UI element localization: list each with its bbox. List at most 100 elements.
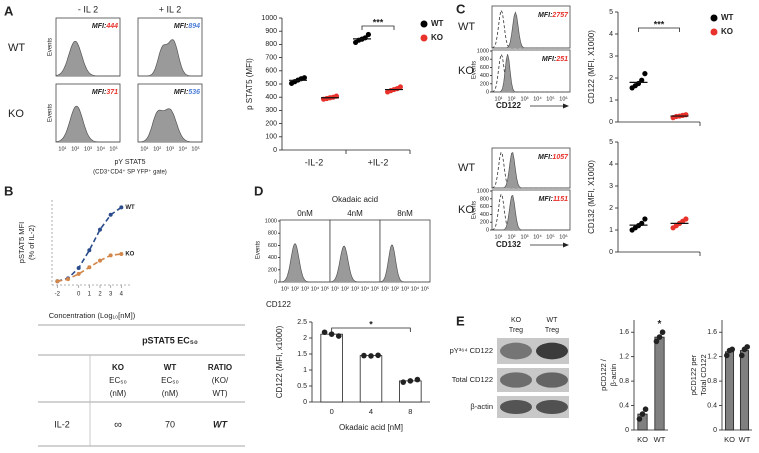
- bar: [359, 355, 383, 403]
- histogram-x-tick-label: 10³: [401, 286, 409, 292]
- legend-marker: [710, 28, 718, 36]
- histogram-curve: [329, 245, 380, 283]
- histogram-y-tick-label: 600: [268, 243, 277, 249]
- column-header: 8nM: [397, 209, 413, 218]
- histogram-x-tick-label: 10⁶: [559, 95, 567, 102]
- histogram-x-tick-label: 10⁴: [361, 285, 370, 292]
- histogram-x-tick-label: 10⁴: [533, 95, 542, 102]
- y-axis-label: pCD122 per: [689, 354, 698, 395]
- x-tick-label: -IL-2: [305, 157, 324, 167]
- histogram-y-label: Events: [256, 241, 262, 259]
- y-tick-label: 2.5: [297, 319, 307, 326]
- data-point: [414, 376, 421, 383]
- histogram-frame: [491, 147, 571, 189]
- y-tick-label: 300: [265, 107, 277, 114]
- row-label: KO: [8, 108, 24, 120]
- data-point: [639, 411, 646, 417]
- data-point: [400, 379, 407, 385]
- y-tick-label: 1.5: [297, 351, 307, 358]
- table-header: (nM): [162, 389, 179, 398]
- column-header: - IL 2: [78, 4, 98, 14]
- panel-title: Okadaic acid: [332, 195, 378, 204]
- y-tick-label: 5: [609, 9, 613, 16]
- histogram-x-tick-label: 10⁵: [546, 95, 554, 102]
- data-point: [397, 84, 403, 90]
- mfi-value: 1057: [552, 154, 569, 161]
- histogram-curve: [492, 54, 570, 93]
- table-header: EC₅₀: [161, 376, 179, 385]
- y-tick-label: 2: [609, 75, 613, 82]
- x-tick-label: 3: [109, 292, 113, 298]
- histogram-x-tick-label: 10³: [301, 286, 309, 292]
- mfi-label: MFI:1057: [538, 154, 569, 161]
- x-axis-label: pY STAT5: [114, 159, 145, 166]
- mfi-prefix: MFI:: [174, 23, 188, 30]
- table-header: RATIO: [208, 363, 232, 372]
- y-axis-label: β-actin: [609, 364, 618, 387]
- blot-band: [500, 342, 532, 360]
- y-tick-label: 0: [625, 427, 629, 434]
- series-point: [66, 277, 70, 282]
- panel-label: C: [456, 1, 466, 16]
- y-tick-label: 2: [609, 205, 613, 212]
- x-axis-label: Okadaic acid [nM]: [339, 423, 403, 432]
- histogram-x-tick-label: 10⁵: [371, 285, 379, 292]
- column-header: 4nM: [347, 209, 363, 218]
- y-tick-label: 900: [265, 28, 277, 35]
- y-tick-label: 0.4: [619, 402, 629, 409]
- y-tick-label: 100: [265, 134, 277, 141]
- data-point: [642, 406, 649, 413]
- blot-band: [500, 399, 532, 415]
- histogram-x-tick-label: 10²: [71, 146, 79, 152]
- mfi-label: MFI:894: [174, 23, 200, 30]
- series-point: [98, 227, 102, 232]
- y-tick-label: 0.4: [707, 402, 717, 409]
- data-point: [368, 353, 374, 359]
- histogram-y-tick-label: 600: [480, 65, 489, 71]
- mfi-value: 2757: [551, 12, 569, 19]
- histogram-y-tick-label: 200: [480, 220, 489, 226]
- series-point: [119, 251, 124, 256]
- table-header: (nM): [110, 389, 127, 398]
- histogram-x-tick-label: 10²: [341, 286, 349, 292]
- histogram-curve: [492, 152, 570, 189]
- histogram-x-tick-label: 10⁴: [179, 145, 188, 152]
- histogram-x-tick-label: 10⁵: [191, 145, 199, 152]
- histogram-curve: [138, 108, 202, 143]
- data-point: [375, 352, 381, 359]
- series-point: [87, 265, 92, 270]
- lane-label: WT: [547, 317, 559, 324]
- y-tick-label: 200: [265, 120, 277, 127]
- histogram-y-tick-label: 1000: [477, 48, 489, 54]
- x-axis-label: (CD3⁺CD4⁺ SP YFP⁺ gate): [93, 169, 167, 176]
- y-tick-label: 1.6: [707, 329, 717, 336]
- histogram-x-tick-label: 10¹: [281, 286, 289, 292]
- histogram-curve: [55, 40, 120, 77]
- histogram-y-tick-label: 0: [486, 227, 489, 233]
- histogram-curve: [492, 194, 570, 231]
- series-line: [57, 206, 122, 283]
- mfi-prefix: MFI:: [542, 56, 556, 63]
- histogram-x-tick-label: 10³: [351, 286, 359, 292]
- mfi-prefix: MFI:: [92, 23, 106, 30]
- histogram-y-tick-label: 1000: [265, 218, 277, 224]
- series-point: [76, 266, 81, 270]
- panel-label: D: [254, 183, 263, 198]
- histogram-x-tick-label: 10³: [166, 146, 174, 152]
- mfi-value: 1151: [553, 196, 568, 203]
- mfi-prefix: MFI:: [92, 89, 106, 96]
- histogram-x-tick-label: 10⁴: [97, 145, 106, 152]
- significance-label: *: [369, 319, 373, 329]
- data-point: [321, 329, 328, 336]
- x-tick-label: +IL-2: [368, 157, 389, 167]
- bar: [320, 333, 343, 403]
- y-tick-label: 4: [609, 31, 613, 38]
- histogram-x-tick-label: 10⁶: [559, 233, 567, 240]
- y-tick-label: 1000: [261, 15, 277, 22]
- histogram-y-label: Events: [48, 38, 54, 56]
- significance-label: *: [658, 319, 662, 330]
- histogram-x-tick-label: 10¹: [331, 286, 339, 292]
- histogram-y-tick-label: 200: [268, 267, 277, 273]
- histogram-frame: [491, 5, 571, 49]
